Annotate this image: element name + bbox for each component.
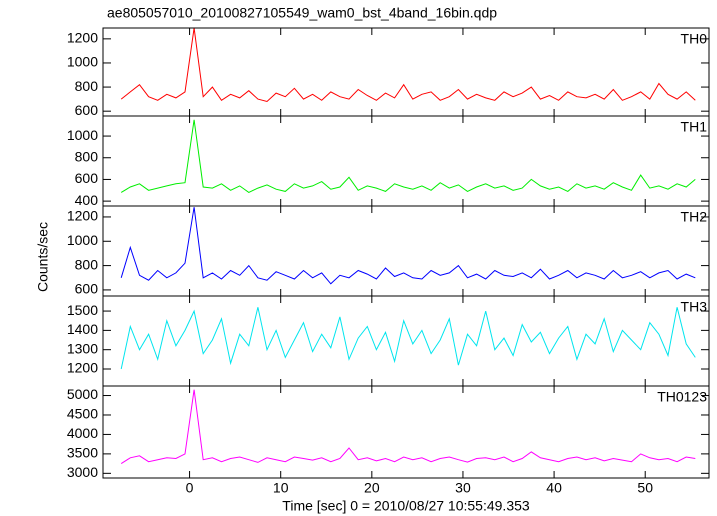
y-tick-label: 1300 [67, 340, 98, 356]
y-tick-label: 1000 [67, 232, 98, 248]
data-line [120, 119, 696, 193]
x-tick-label: 20 [364, 480, 380, 496]
y-tick-label: 1000 [67, 54, 98, 70]
x-tick-label: 30 [455, 480, 471, 496]
data-line [120, 28, 696, 103]
y-tick-label: 400 [75, 192, 99, 208]
x-tick-label: 10 [273, 480, 289, 496]
y-axis-label: Counts/sec [35, 222, 51, 292]
y-tick-label: 1200 [67, 208, 98, 224]
data-line [120, 207, 696, 285]
y-tick-label: 3000 [67, 464, 98, 480]
panel-label: TH2 [681, 209, 708, 225]
y-tick-label: 1000 [67, 127, 98, 143]
x-tick-label: 50 [637, 480, 653, 496]
chart-title: ae805057010_20100827105549_wam0_bst_4ban… [107, 5, 497, 21]
panel-label: TH0 [681, 31, 708, 47]
y-tick-label: 600 [75, 281, 99, 297]
y-tick-label: 4000 [67, 425, 98, 441]
y-tick-label: 1200 [67, 30, 98, 46]
data-line [120, 389, 696, 465]
panel-frame [102, 385, 710, 479]
x-axis-label: Time [sec] 0 = 2010/08/27 10:55:49.353 [282, 498, 530, 514]
x-tick-label: 0 [186, 480, 194, 496]
y-tick-label: 4500 [67, 406, 98, 422]
y-tick-label: 5000 [67, 386, 98, 402]
y-tick-label: 1500 [67, 302, 98, 318]
panel-frame [102, 205, 710, 297]
y-tick-label: 800 [75, 148, 99, 164]
y-tick-label: 600 [75, 102, 99, 118]
panel-label: TH3 [681, 299, 708, 315]
y-tick-label: 800 [75, 78, 99, 94]
y-tick-label: 1200 [67, 360, 98, 376]
y-tick-label: 3500 [67, 445, 98, 461]
y-tick-label: 600 [75, 170, 99, 186]
y-tick-label: 1400 [67, 321, 98, 337]
panel-frame [102, 27, 710, 117]
y-tick-label: 800 [75, 256, 99, 272]
x-tick-label: 40 [546, 480, 562, 496]
data-line [120, 307, 696, 370]
panel-label: TH0123 [657, 389, 707, 405]
panel-label: TH1 [681, 119, 708, 135]
panel-frame [102, 115, 710, 207]
